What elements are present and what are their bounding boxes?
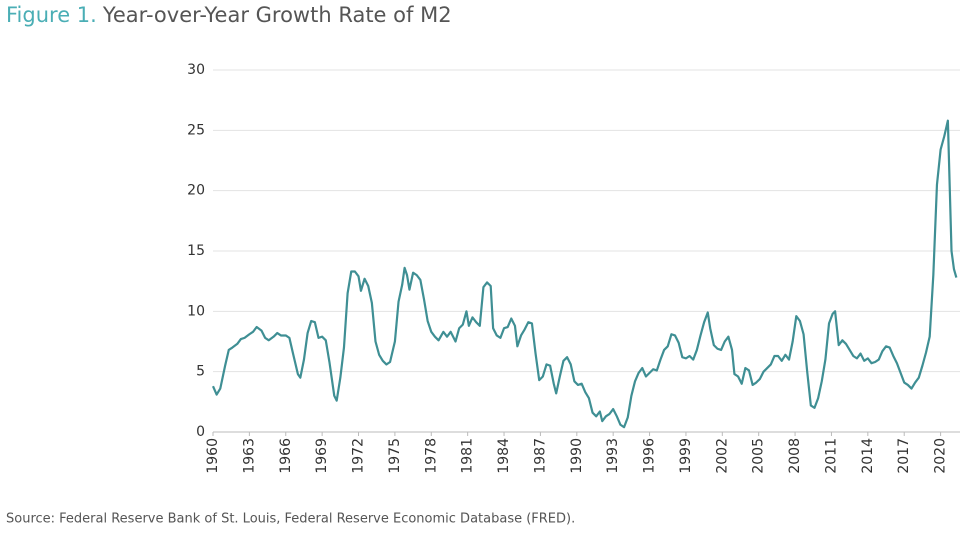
x-tick-label: 1996 — [642, 438, 658, 474]
x-tick-label: 1999 — [678, 438, 694, 474]
x-tick-label: 1978 — [423, 438, 439, 474]
y-tick-label: 10 — [187, 303, 205, 319]
chart-title-line: Figure 1. Year-over-Year Growth Rate of M… — [6, 3, 452, 27]
y-tick-label: 0 — [196, 424, 205, 440]
x-tick-label: 1981 — [460, 438, 476, 474]
x-tick-label: 1966 — [278, 438, 294, 474]
x-tick-label: 1987 — [532, 438, 548, 474]
x-tick-label: 2020 — [933, 438, 949, 474]
x-tick-label: 1993 — [605, 438, 621, 474]
x-tick-label: 1963 — [241, 438, 257, 474]
x-tick-label: 1984 — [496, 438, 512, 474]
x-tick-label: 2011 — [823, 438, 839, 474]
data-line — [211, 119, 958, 429]
x-tick-label: 2014 — [860, 438, 876, 474]
source-note: Source: Federal Reserve Bank of St. Loui… — [6, 512, 575, 527]
chart-title: Year-over-Year Growth Rate of M2 — [102, 3, 452, 27]
x-tick-label: 1969 — [314, 438, 330, 474]
x-tick-label: 1990 — [569, 438, 585, 474]
y-tick-label: 15 — [187, 243, 205, 259]
y-tick-label: 20 — [187, 183, 205, 199]
figure-label: Figure 1. — [6, 3, 97, 27]
x-tick-label: 1975 — [387, 438, 403, 474]
y-tick-label: 5 — [196, 364, 205, 380]
y-tick-label: 25 — [187, 122, 205, 138]
x-tick-label: 1960 — [205, 438, 221, 474]
plot-area — [211, 119, 958, 429]
x-tick-label: 2005 — [751, 438, 767, 474]
x-tick-label: 2017 — [896, 438, 912, 474]
y-tick-label: 30 — [187, 62, 205, 78]
x-tick-label: 2008 — [787, 438, 803, 474]
x-tick-label: 1972 — [351, 438, 367, 474]
grid: 0 5 10 15 20 25 30 1960 1963 1966 1969 1972 1975 1978… — [187, 62, 960, 474]
x-tick-label: 2002 — [714, 438, 730, 474]
